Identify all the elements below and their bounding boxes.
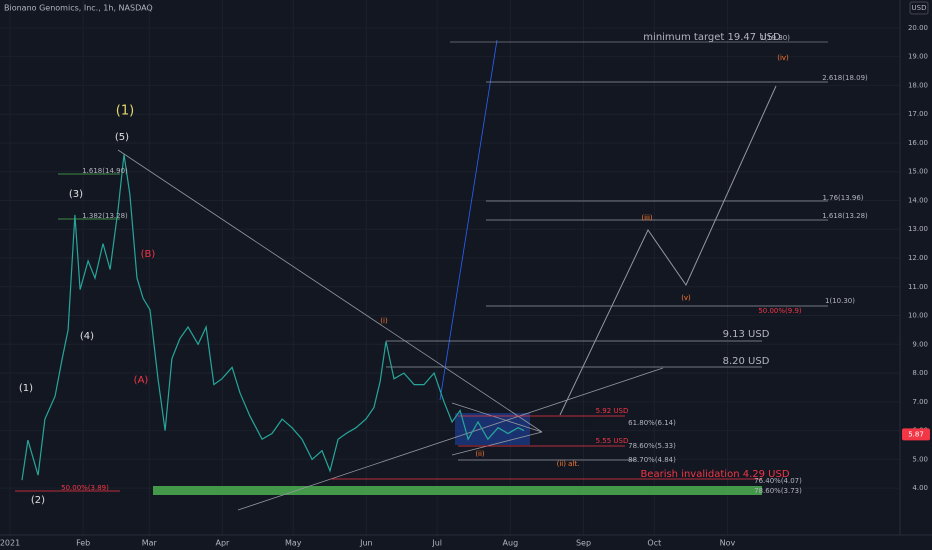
y-tick-label: 10.00 [908, 312, 928, 320]
annotation: 50.00%(9.9) [758, 307, 802, 315]
drawings [15, 39, 828, 511]
y-tick-label: 7.00 [912, 398, 928, 406]
y-tick-label: 9.00 [912, 340, 928, 348]
annotation: (i) [380, 317, 388, 325]
x-tick-label: Jul [431, 539, 442, 548]
annotation: (1) [116, 104, 134, 119]
annotation: 61.80%(6.14) [628, 419, 676, 427]
annotation: 5.55 USD [596, 437, 629, 445]
trendline [451, 402, 543, 433]
annotation: Bearish invalidation 4.29 USD [640, 469, 789, 480]
x-tick-label: May [285, 539, 302, 548]
annotation: (B) [141, 249, 156, 260]
x-tick-label: Aug [503, 539, 519, 548]
x-tick-label: Sep [576, 539, 591, 548]
triangle-zone [455, 413, 530, 445]
annotation: (ii) [475, 450, 485, 458]
price-axis [900, 0, 932, 550]
support-zone [153, 486, 762, 495]
annotation: 2.618(18.09) [822, 74, 868, 82]
annotation: 1.76(13.96) [822, 194, 863, 202]
annotation: (iii) [641, 214, 653, 222]
annotation: 50.00%(3.89) [61, 484, 109, 492]
chart-title: Bionano Genomics, Inc., 1h, NASDAQ [4, 4, 153, 13]
annotation: (4) [80, 331, 94, 342]
y-tick-label: 5.00 [912, 455, 928, 463]
annotation: (v) [681, 294, 691, 302]
projection [559, 85, 777, 416]
annotation: 1(10.30) [825, 297, 855, 305]
x-tick-label: Oct [647, 539, 661, 548]
annotation: 1.618(13.28) [822, 212, 868, 220]
y-tick-label: 8.00 [912, 369, 928, 377]
annotation: 5.92 USD [596, 407, 629, 415]
annotation: (5) [115, 132, 129, 143]
y-tick-label: 19.00 [908, 53, 928, 61]
x-tick-label: Apr [215, 539, 230, 548]
annotation: 78.60%(3.73) [754, 487, 802, 495]
annotation: 76.40%(4.07) [754, 477, 802, 485]
trendline [451, 431, 543, 456]
annotation: (iv) [777, 54, 789, 62]
y-tick-label: 4.00 [912, 484, 928, 492]
y-tick-label: 15.00 [908, 168, 928, 176]
annotation: 1.618(14.90) [82, 167, 128, 175]
x-tick-label: 2021 [0, 539, 20, 548]
currency-box [909, 1, 929, 15]
annotation: 1.382(13.28) [82, 212, 128, 220]
series [21, 154, 525, 481]
currency: USD [912, 4, 927, 12]
annotations: (1) (5) (3) (4) (1) (2) (B) (A) (i) (ii) (ii) alt.… [19, 32, 868, 506]
annotation: (ii) alt. [557, 460, 580, 468]
trendline [117, 149, 543, 433]
annotation: (A) [134, 375, 149, 386]
x-tick-label: Feb [76, 539, 90, 548]
y-tick-label: 18.00 [908, 81, 928, 89]
annotation: 9.13 USD [723, 329, 770, 340]
annotation: (2) [31, 495, 45, 506]
y-tick-label: 20.00 [908, 24, 928, 32]
x-tick-label: Nov [720, 539, 736, 548]
annotation: (1) [19, 383, 33, 394]
fib-line [439, 39, 498, 401]
annotation: 8.20 USD [723, 356, 770, 367]
annotation: 88.70%(4.84) [628, 456, 676, 464]
x-tick-label: Jun [359, 539, 373, 548]
annotation: (3) [69, 189, 83, 200]
last-price-label: 5.87 [908, 430, 924, 438]
y-tick-label: 11.00 [908, 283, 928, 291]
annotation: 1(19.30) [760, 34, 790, 42]
annotation: minimum target 19.47 USD [643, 32, 781, 43]
y-tick-label: 17.00 [908, 110, 928, 118]
x-tick-label: Mar [142, 539, 158, 548]
annotation: 78.60%(5.33) [628, 442, 676, 450]
trendline [237, 367, 664, 511]
price-line [21, 154, 525, 481]
axes: 4.005.006.007.008.009.0010.0011.0012.001… [0, 24, 930, 548]
last-price-badge [902, 428, 930, 441]
y-tick-label: 12.00 [908, 254, 928, 262]
y-tick-label: 16.00 [908, 139, 928, 147]
y-tick-label: 14.00 [908, 196, 928, 204]
y-tick-label: 13.00 [908, 225, 928, 233]
